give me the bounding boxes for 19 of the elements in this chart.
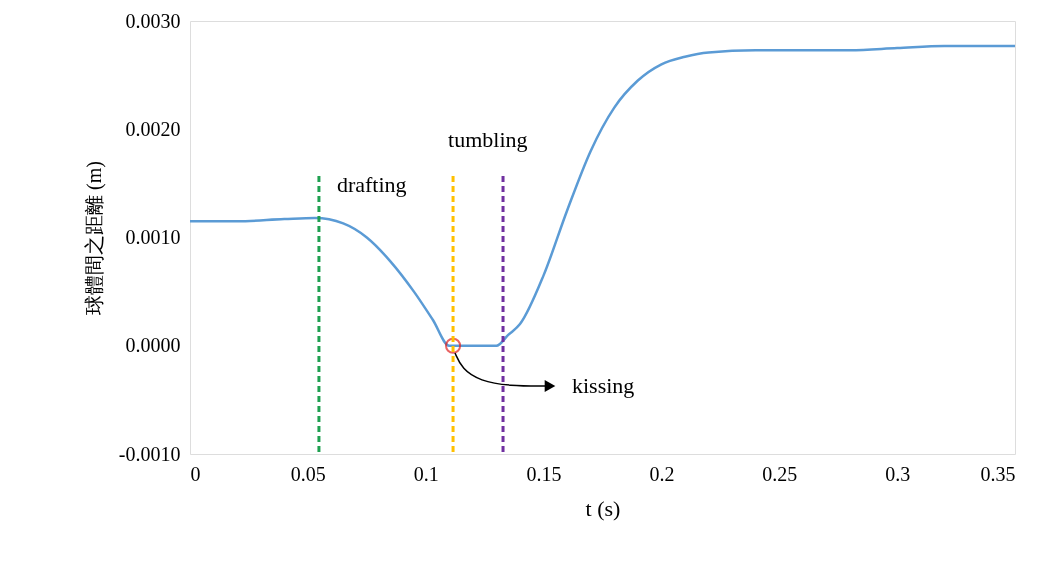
line-series: [188, 44, 1017, 347]
ref-line-label: drafting: [336, 172, 407, 197]
y-tick-label: -0.0010: [118, 442, 181, 465]
y-tick-label: 0.0020: [125, 117, 181, 140]
x-tick-label: 0.15: [526, 462, 562, 485]
y-axis-title: 球體間之距離 (m): [82, 161, 106, 315]
x-tick-label: 0.35: [980, 462, 1016, 485]
y-tick-label: 0.0000: [125, 334, 181, 357]
ref-line-label: tumbling: [448, 127, 528, 152]
x-tick-label: 0: [190, 462, 201, 485]
annotation: kissing: [572, 373, 635, 398]
x-tick-label: 0.25: [762, 462, 798, 485]
x-tick-label: 0.3: [885, 462, 911, 485]
y-tick-label: 0.0010: [125, 226, 181, 248]
x-tick-label: 0.2: [649, 462, 675, 485]
x-tick-label: 0.05: [290, 462, 326, 485]
y-tick-label: 0.0030: [125, 9, 181, 32]
x-axis-title: t (s): [585, 495, 621, 521]
x-tick-label: 0.1: [413, 462, 439, 485]
